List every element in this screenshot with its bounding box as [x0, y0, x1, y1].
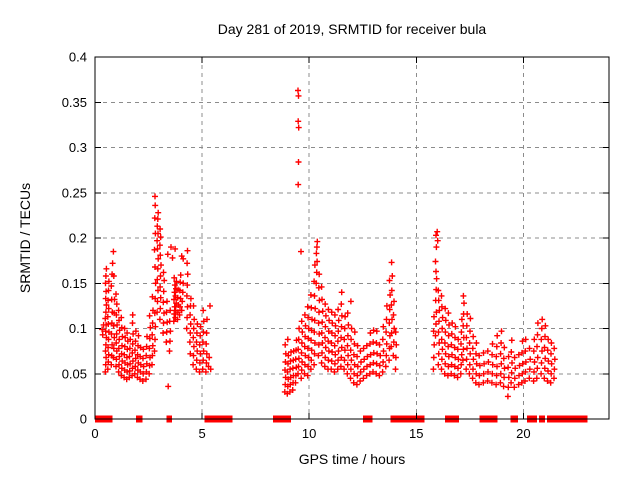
tick-labels: 0 5 10 15 20 0 0.05 0.1 0.15 0.2 0.25 0.3 0.35 0.4 — [62, 50, 531, 442]
y-tick-label: 0.1 — [69, 321, 87, 336]
x-tick-label: 15 — [409, 426, 423, 441]
y-axis-label: SRMTID / TECUs — [17, 183, 33, 293]
x-tick-label: 5 — [198, 426, 205, 441]
x-tick-label: 10 — [302, 426, 316, 441]
y-tick-label: 0.05 — [62, 366, 87, 381]
y-tick-label: 0.2 — [69, 231, 87, 246]
y-tick-label: 0.35 — [62, 95, 87, 110]
y-tick-label: 0.4 — [69, 50, 87, 65]
chart-title: Day 281 of 2019, SRMTID for receiver bul… — [218, 21, 487, 37]
x-tick-label: 20 — [516, 426, 530, 441]
scatter-points-path — [99, 87, 558, 400]
data-points — [99, 87, 558, 400]
y-tick-label: 0 — [80, 412, 87, 427]
x-tick-label: 0 — [91, 426, 98, 441]
y-tick-label: 0.3 — [69, 140, 87, 155]
y-tick-label: 0.25 — [62, 185, 87, 200]
y-tick-label: 0.15 — [62, 276, 87, 291]
x-axis-label: GPS time / hours — [299, 451, 406, 467]
plot-frame — [94, 56, 610, 420]
